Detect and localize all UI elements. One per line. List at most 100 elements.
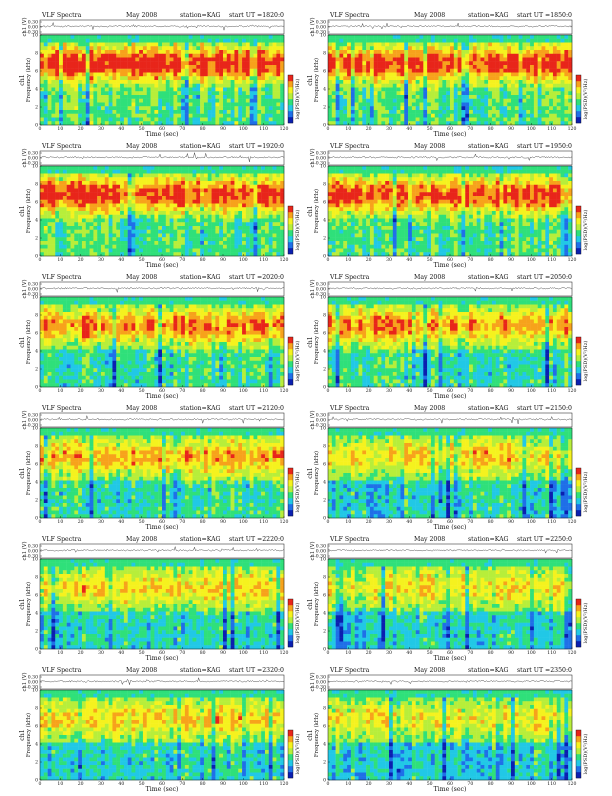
spectrogram-cell [362, 121, 366, 125]
spectrogram-cell [484, 80, 488, 84]
spectrogram-cell [177, 192, 181, 196]
spectrogram-cell [427, 114, 431, 118]
spectrogram-cell [276, 185, 280, 189]
spectrogram-cell [173, 65, 177, 69]
spectrogram-cell [208, 50, 212, 54]
strip-axis-label: ch1 (V) [21, 18, 28, 37]
spectrogram-cell [63, 99, 67, 103]
spectrogram-cell [431, 121, 435, 125]
spectrogram-cell [158, 249, 162, 253]
spectrogram-cell [450, 88, 454, 92]
spectrogram-cell [40, 80, 44, 84]
colorbar-segment [288, 75, 293, 81]
spectrogram-cell [120, 207, 124, 211]
spectrogram-cell [423, 43, 427, 47]
spectrogram-cell [534, 106, 538, 110]
spectrogram-cell [465, 43, 469, 47]
spectrogram-cell [128, 73, 132, 77]
spectrogram-cell [404, 80, 408, 84]
spectrogram-cell [166, 230, 170, 234]
spectrogram-cell [397, 50, 401, 54]
spectrogram-cell [173, 103, 177, 107]
spectrogram-cell [339, 106, 343, 110]
spectrogram-cell [442, 80, 446, 84]
spectrogram-cell [530, 76, 534, 80]
spectrogram-cell [181, 110, 185, 114]
spectrogram-cell [208, 76, 212, 80]
spectrogram-cell [347, 76, 351, 80]
spectrogram-cell [86, 192, 90, 196]
spectrogram-cell [170, 46, 174, 50]
spectrogram-cell [147, 118, 151, 122]
spectrogram-cell [215, 215, 219, 219]
spectrogram-cell [412, 99, 416, 103]
spectrogram-cell [265, 222, 269, 226]
spectrogram-cell [273, 61, 277, 65]
spectrogram-cell [51, 46, 55, 50]
spectrogram-cell [116, 114, 120, 118]
spectrogram-cell [511, 118, 515, 122]
spectrogram-cell [181, 207, 185, 211]
spectrogram-cell [48, 69, 52, 73]
spectrogram-cell [359, 106, 363, 110]
spectrogram-cell [151, 192, 155, 196]
spectrogram-cell [219, 222, 223, 226]
spectrogram-cell [564, 106, 568, 110]
spectrogram-cell [488, 88, 492, 92]
spectrogram-cell [254, 185, 258, 189]
spectrogram-cell [208, 249, 212, 253]
spectrogram-cell [177, 65, 181, 69]
spectrogram-cell [366, 99, 370, 103]
spectrogram-cell [223, 174, 227, 178]
spectrogram-cell [454, 88, 458, 92]
spectrogram-cell [86, 69, 90, 73]
spectrogram-cell [116, 95, 120, 99]
spectrogram-cell [507, 110, 511, 114]
spectrogram-cell [51, 207, 55, 211]
spectrogram-cell [51, 185, 55, 189]
spectrogram-cell [59, 103, 63, 107]
spectrogram-cell [78, 84, 82, 88]
spectrogram-cell [458, 73, 462, 77]
spectrogram-cell [97, 174, 101, 178]
spectrogram-cell [359, 80, 363, 84]
spectrogram-cell [227, 166, 231, 170]
spectrogram-cell [204, 241, 208, 245]
spectrogram-cell [189, 174, 193, 178]
spectrogram-cell [139, 103, 143, 107]
spectrogram-cell [189, 222, 193, 226]
spectrogram-cell [280, 196, 284, 200]
spectrogram-cell [378, 76, 382, 80]
spectrogram-cell [261, 222, 265, 226]
spectrogram-cell [530, 88, 534, 92]
spectrogram-cell [484, 174, 488, 178]
spectrogram-cell [86, 84, 90, 88]
spectrogram-cell [170, 114, 174, 118]
spectrogram-cell [526, 46, 530, 50]
spectrogram-cell [534, 95, 538, 99]
spectrogram-cell [511, 69, 515, 73]
spectrogram-cell [553, 91, 557, 95]
spectrogram-cell [132, 110, 136, 114]
spectrogram-cell [511, 61, 515, 65]
spectrogram-cell [484, 73, 488, 77]
spectrogram-cell [196, 43, 200, 47]
spectrogram-cell [250, 215, 254, 219]
spectrogram-cell [389, 103, 393, 107]
spectrogram-cell [561, 88, 565, 92]
spectrogram-cell [557, 39, 561, 43]
spectrogram-cell [461, 95, 465, 99]
spectrogram-cell [219, 95, 223, 99]
spectrogram-cell [124, 54, 128, 58]
spectrogram-cell [105, 54, 109, 58]
spectrogram-cell [78, 234, 82, 238]
spectrogram-cell [397, 99, 401, 103]
spectrogram-cell [254, 50, 258, 54]
spectrogram-cell [557, 50, 561, 54]
spectrogram-cell [170, 170, 174, 174]
spectrogram-cell [381, 118, 385, 122]
spectrogram-cell [496, 106, 500, 110]
spectrogram-cell [71, 192, 75, 196]
spectrogram-cell [273, 80, 277, 84]
spectrogram-cell [74, 177, 78, 181]
